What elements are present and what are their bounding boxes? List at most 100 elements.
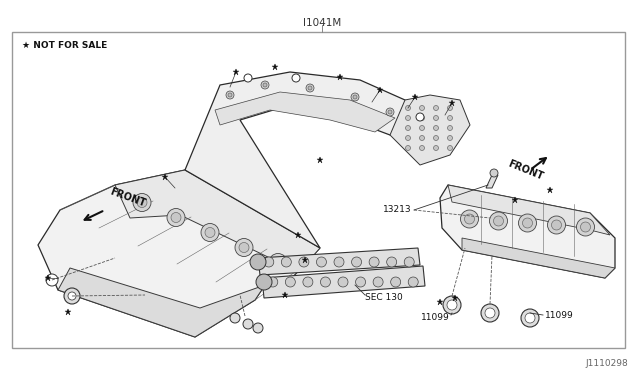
Circle shape xyxy=(321,277,330,287)
Circle shape xyxy=(447,300,457,310)
Circle shape xyxy=(433,115,438,121)
Polygon shape xyxy=(390,95,470,165)
Text: J1110298: J1110298 xyxy=(585,359,628,368)
Circle shape xyxy=(443,296,461,314)
Circle shape xyxy=(522,218,532,228)
Circle shape xyxy=(465,214,474,224)
Polygon shape xyxy=(185,72,420,248)
Circle shape xyxy=(235,238,253,257)
Circle shape xyxy=(230,313,240,323)
Circle shape xyxy=(316,257,326,267)
Circle shape xyxy=(239,243,249,253)
Circle shape xyxy=(419,106,424,110)
Text: FRONT: FRONT xyxy=(506,159,544,182)
Circle shape xyxy=(419,115,424,121)
Circle shape xyxy=(369,257,379,267)
Circle shape xyxy=(68,292,76,300)
Text: 13213: 13213 xyxy=(383,205,412,215)
Circle shape xyxy=(521,309,539,327)
Circle shape xyxy=(308,86,312,90)
Circle shape xyxy=(406,145,410,151)
Circle shape xyxy=(351,93,359,101)
Polygon shape xyxy=(115,170,320,265)
Circle shape xyxy=(273,257,283,267)
Text: SEC 130: SEC 130 xyxy=(365,294,403,302)
Circle shape xyxy=(353,95,357,99)
Circle shape xyxy=(525,313,535,323)
Text: I1041M: I1041M xyxy=(303,18,341,28)
Circle shape xyxy=(201,224,219,241)
Circle shape xyxy=(406,106,410,110)
Circle shape xyxy=(419,125,424,131)
Circle shape xyxy=(547,216,566,234)
Circle shape xyxy=(490,212,508,230)
Circle shape xyxy=(205,228,215,237)
Circle shape xyxy=(226,91,234,99)
Circle shape xyxy=(404,257,414,267)
Circle shape xyxy=(264,257,274,267)
Circle shape xyxy=(46,274,58,286)
Circle shape xyxy=(373,277,383,287)
Circle shape xyxy=(282,257,291,267)
Circle shape xyxy=(292,74,300,82)
Polygon shape xyxy=(258,248,420,275)
Circle shape xyxy=(433,125,438,131)
Circle shape xyxy=(416,113,424,121)
Circle shape xyxy=(285,277,295,287)
Circle shape xyxy=(263,83,267,87)
Circle shape xyxy=(433,106,438,110)
Circle shape xyxy=(493,216,504,226)
Circle shape xyxy=(356,277,365,287)
Circle shape xyxy=(334,257,344,267)
Circle shape xyxy=(268,277,278,287)
Circle shape xyxy=(577,218,595,236)
Circle shape xyxy=(253,323,263,333)
Circle shape xyxy=(299,257,309,267)
Circle shape xyxy=(171,212,181,222)
Circle shape xyxy=(461,210,479,228)
Circle shape xyxy=(269,253,287,272)
Circle shape xyxy=(388,110,392,114)
Circle shape xyxy=(303,277,313,287)
Circle shape xyxy=(64,288,80,304)
Circle shape xyxy=(387,257,397,267)
Polygon shape xyxy=(58,268,265,337)
Circle shape xyxy=(447,125,452,131)
Circle shape xyxy=(228,93,232,97)
Polygon shape xyxy=(486,175,498,188)
Bar xyxy=(12,32,625,348)
Circle shape xyxy=(167,208,185,227)
Circle shape xyxy=(485,308,495,318)
Polygon shape xyxy=(262,266,425,298)
Polygon shape xyxy=(440,185,615,278)
Text: 11099: 11099 xyxy=(420,314,449,323)
Circle shape xyxy=(433,135,438,141)
Circle shape xyxy=(406,115,410,121)
Circle shape xyxy=(386,108,394,116)
Circle shape xyxy=(408,277,418,287)
Circle shape xyxy=(133,193,151,212)
Circle shape xyxy=(490,169,498,177)
Circle shape xyxy=(390,277,401,287)
Polygon shape xyxy=(38,170,320,337)
Polygon shape xyxy=(448,185,610,235)
Circle shape xyxy=(419,135,424,141)
Circle shape xyxy=(261,81,269,89)
Circle shape xyxy=(244,74,252,82)
Circle shape xyxy=(447,106,452,110)
Text: 11099: 11099 xyxy=(545,311,573,321)
Circle shape xyxy=(351,257,362,267)
Circle shape xyxy=(406,125,410,131)
Text: FRONT: FRONT xyxy=(108,187,147,209)
Circle shape xyxy=(447,135,452,141)
Circle shape xyxy=(518,214,536,232)
Text: ★ NOT FOR SALE: ★ NOT FOR SALE xyxy=(22,41,108,49)
Circle shape xyxy=(306,84,314,92)
Circle shape xyxy=(433,145,438,151)
Circle shape xyxy=(580,222,591,232)
Circle shape xyxy=(552,220,561,230)
Polygon shape xyxy=(462,238,615,278)
Circle shape xyxy=(481,304,499,322)
Circle shape xyxy=(137,198,147,208)
Circle shape xyxy=(447,145,452,151)
